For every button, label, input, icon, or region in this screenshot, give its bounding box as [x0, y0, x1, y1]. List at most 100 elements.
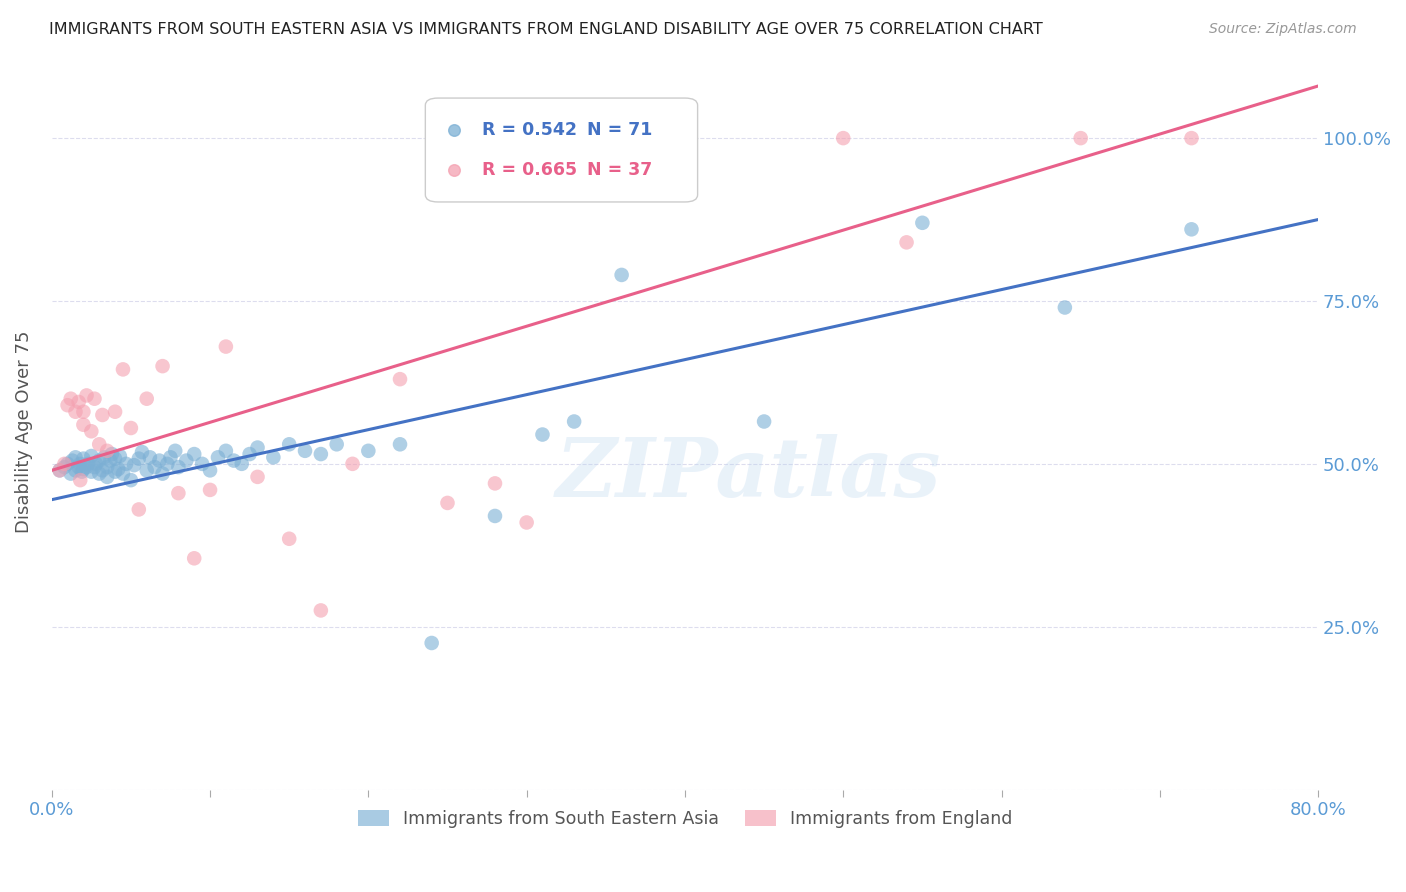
Point [278, 532, 301, 546]
Point [120, 473, 142, 487]
Point [1180, 131, 1202, 145]
Point [93, 450, 115, 465]
Text: R = 0.665: R = 0.665 [482, 161, 578, 178]
Legend: Immigrants from South Eastern Asia, Immigrants from England: Immigrants from South Eastern Asia, Immi… [350, 803, 1019, 835]
Point [104, 465, 127, 479]
Point [309, 603, 332, 617]
Point [65, 450, 87, 465]
Point [420, 636, 443, 650]
Point [122, 458, 145, 472]
Text: Source: ZipAtlas.com: Source: ZipAtlas.com [1209, 22, 1357, 37]
Point [1180, 222, 1202, 236]
Point [278, 437, 301, 451]
Point [69, 473, 91, 487]
Point [388, 372, 411, 386]
Point [89, 453, 111, 467]
Point [107, 462, 129, 476]
Point [76, 460, 98, 475]
Point [159, 450, 181, 465]
Point [115, 457, 138, 471]
Point [215, 340, 238, 354]
Point [231, 457, 253, 471]
Point [1053, 301, 1076, 315]
Point [135, 392, 157, 406]
Point [83, 392, 105, 406]
Point [215, 443, 238, 458]
Point [59, 467, 82, 481]
Point [89, 467, 111, 481]
Point [388, 437, 411, 451]
Point [70, 465, 93, 479]
Point [80, 449, 103, 463]
Point [104, 451, 127, 466]
Point [156, 457, 179, 471]
Point [183, 551, 205, 566]
Point [76, 388, 98, 402]
Point [176, 453, 198, 467]
Point [325, 437, 347, 451]
Point [91, 408, 114, 422]
Point [60, 453, 83, 467]
Point [65, 463, 87, 477]
Point [167, 486, 190, 500]
Point [69, 457, 91, 471]
Point [67, 460, 90, 475]
Point [59, 392, 82, 406]
Point [436, 496, 458, 510]
Point [342, 457, 364, 471]
Y-axis label: Disability Age Over 75: Disability Age Over 75 [15, 330, 32, 533]
Point [183, 447, 205, 461]
Point [484, 508, 506, 523]
Point [896, 235, 918, 250]
Point [101, 447, 124, 461]
Point [72, 417, 94, 432]
Point [148, 453, 170, 467]
Point [96, 460, 118, 475]
Point [143, 460, 166, 475]
Point [610, 268, 633, 282]
Point [246, 470, 269, 484]
Point [516, 516, 538, 530]
Point [222, 453, 245, 467]
Point [239, 447, 262, 461]
Point [91, 463, 114, 477]
Point [165, 443, 187, 458]
Point [262, 450, 284, 465]
Point [98, 453, 121, 467]
Point [72, 405, 94, 419]
Point [128, 451, 150, 466]
Point [167, 460, 190, 475]
Point [544, 183, 567, 197]
Point [77, 457, 100, 471]
Point [65, 405, 87, 419]
Point [96, 443, 118, 458]
Point [531, 427, 554, 442]
Point [152, 359, 174, 373]
Point [80, 424, 103, 438]
Point [128, 502, 150, 516]
Point [246, 441, 269, 455]
Point [53, 457, 76, 471]
Point [294, 443, 316, 458]
Point [89, 437, 111, 451]
Point [357, 443, 380, 458]
FancyBboxPatch shape [426, 98, 697, 202]
Text: ZIPatlas: ZIPatlas [555, 434, 941, 515]
Point [83, 460, 105, 475]
Point [111, 362, 134, 376]
Point [96, 470, 118, 484]
Point [752, 415, 775, 429]
Point [1070, 131, 1092, 145]
Point [111, 467, 134, 481]
Point [544, 219, 567, 233]
Point [207, 450, 229, 465]
Point [198, 463, 221, 477]
Point [911, 216, 934, 230]
Text: R = 0.542: R = 0.542 [482, 121, 578, 139]
Point [72, 451, 94, 466]
Text: N = 37: N = 37 [588, 161, 652, 178]
Point [135, 463, 157, 477]
Point [832, 131, 855, 145]
Text: N = 71: N = 71 [588, 121, 652, 139]
Point [84, 457, 107, 471]
